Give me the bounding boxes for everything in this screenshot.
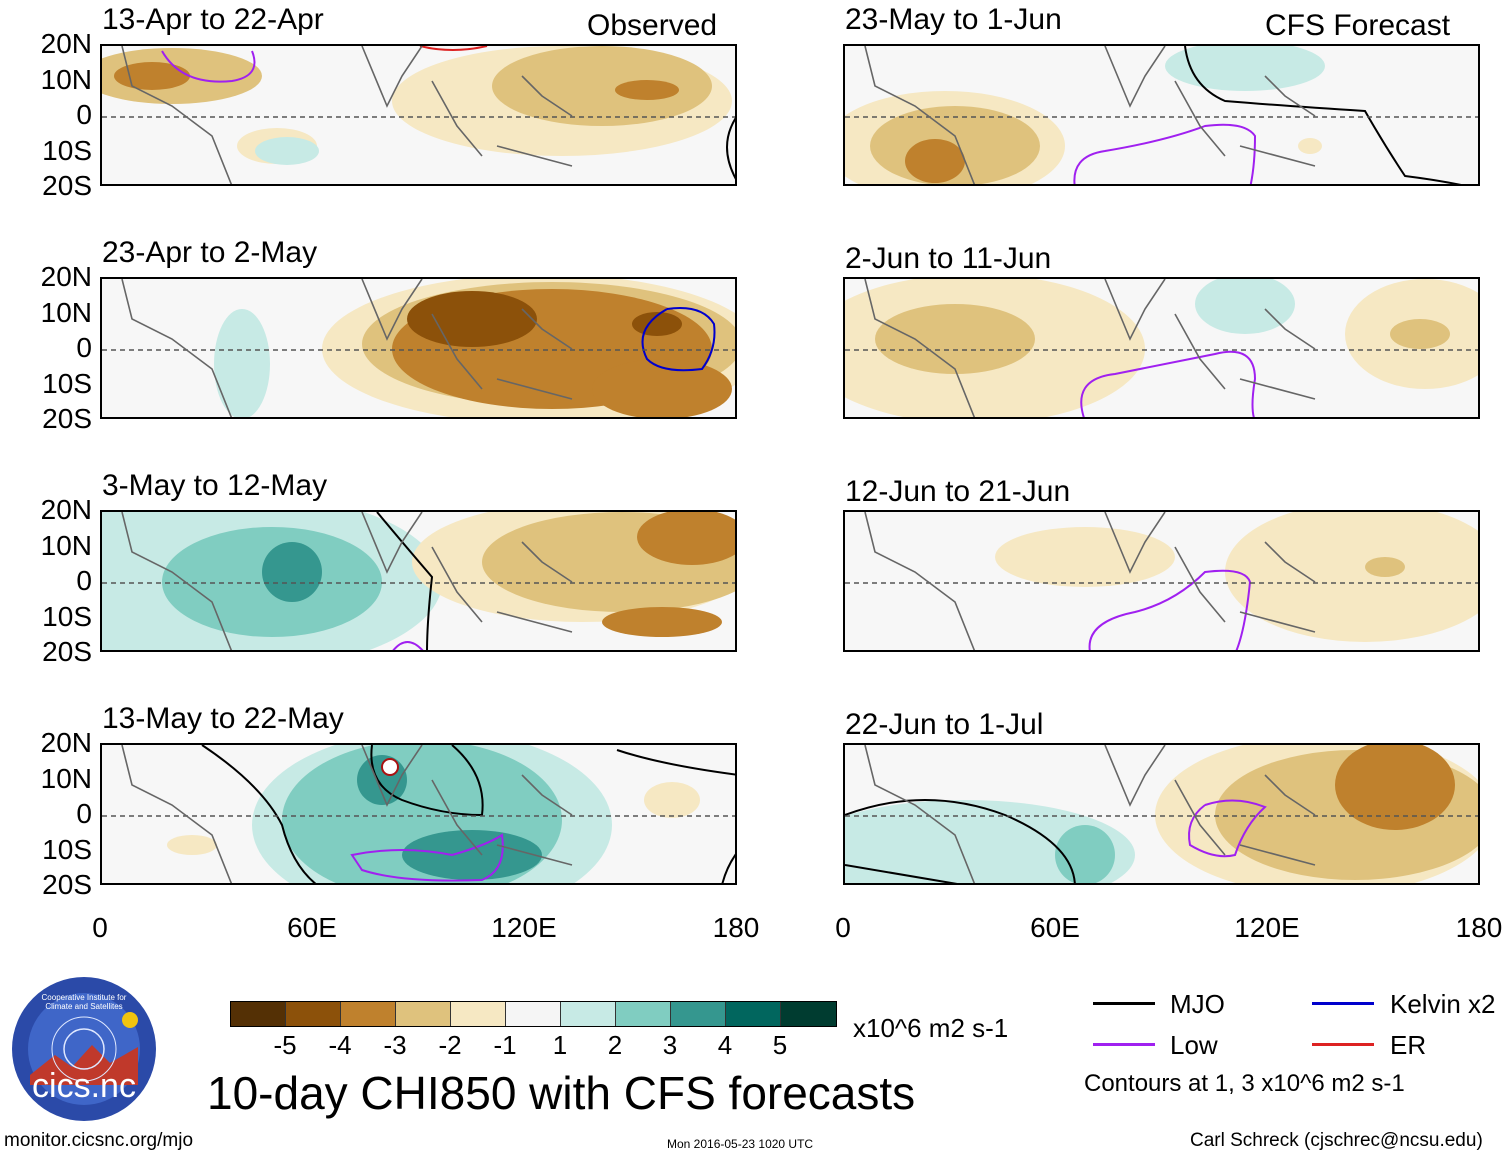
y-tick: 20S bbox=[42, 636, 92, 667]
legend-er-line bbox=[1312, 1043, 1374, 1046]
map-panel-1 bbox=[100, 44, 737, 186]
footer-url[interactable]: monitor.cicsnc.org/mjo bbox=[4, 1130, 194, 1151]
legend-kelvin: Kelvin x2 bbox=[1390, 989, 1496, 1019]
colorbar-swatch bbox=[341, 1002, 396, 1026]
legend-kelvin-line bbox=[1312, 1002, 1374, 1005]
y-tick: 20N bbox=[40, 494, 92, 525]
x-tick: 120E bbox=[491, 912, 557, 943]
colorbar-label: -4 bbox=[328, 1030, 352, 1060]
cics-logo: cics.nc Cooperative Institute for Climat… bbox=[10, 975, 158, 1123]
colorbar-swatch bbox=[231, 1002, 286, 1026]
panel-title: 13-Apr to 22-Apr bbox=[102, 3, 324, 36]
y-tick: 10S bbox=[42, 135, 92, 166]
y-tick: 10N bbox=[40, 530, 92, 561]
panel-title: 13-May to 22-May bbox=[102, 702, 344, 735]
y-tick: 20S bbox=[42, 170, 92, 201]
panel-title: 2-Jun to 11-Jun bbox=[845, 242, 1052, 275]
map-panel-8 bbox=[843, 743, 1480, 885]
x-tick: 60E bbox=[287, 912, 337, 943]
colorbar-swatch bbox=[506, 1002, 561, 1026]
panel-title: 23-Apr to 2-May bbox=[102, 236, 318, 269]
logo-ring-text: Cooperative Institute for Climate and Sa… bbox=[41, 993, 127, 1011]
panel-title: 3-May to 12-May bbox=[102, 469, 328, 502]
forecast-label: CFS Forecast bbox=[1265, 9, 1451, 42]
legend-mjo-line bbox=[1093, 1002, 1155, 1005]
figure-title: 10-day CHI850 with CFS forecasts bbox=[207, 1067, 916, 1119]
colorbar-label: 5 bbox=[772, 1030, 788, 1060]
y-tick: 0 bbox=[76, 565, 92, 596]
x-tick: 60E bbox=[1030, 912, 1080, 943]
panel-title: 23-May to 1-Jun bbox=[845, 3, 1062, 36]
colorbar-swatch bbox=[781, 1002, 836, 1026]
map-panel-6 bbox=[843, 277, 1480, 419]
footer-author: Carl Schreck (cjschrec@ncsu.edu) bbox=[1190, 1130, 1483, 1151]
panel-title: 22-Jun to 1-Jul bbox=[845, 708, 1044, 741]
contour-note: Contours at 1, 3 x10^6 m2 s-1 bbox=[1084, 1070, 1405, 1097]
y-tick: 20N bbox=[40, 727, 92, 758]
map-panel-3 bbox=[100, 510, 737, 652]
legend-er: ER bbox=[1390, 1030, 1427, 1060]
y-tick: 20N bbox=[40, 261, 92, 292]
map-panel-5 bbox=[843, 44, 1480, 186]
x-tick: 0 bbox=[835, 912, 851, 943]
colorbar bbox=[230, 1001, 837, 1027]
logo-text: cics.nc bbox=[32, 1067, 136, 1105]
y-tick: 10N bbox=[40, 763, 92, 794]
y-tick: 10S bbox=[42, 368, 92, 399]
colorbar-swatch bbox=[286, 1002, 341, 1026]
colorbar-label: 3 bbox=[662, 1030, 678, 1060]
y-tick: 10S bbox=[42, 601, 92, 632]
y-tick: 0 bbox=[76, 798, 92, 829]
y-tick: 0 bbox=[76, 99, 92, 130]
colorbar-label: -1 bbox=[493, 1030, 517, 1060]
map-panel-7 bbox=[843, 510, 1480, 652]
colorbar-swatch bbox=[726, 1002, 781, 1026]
colorbar-label: 1 bbox=[552, 1030, 568, 1060]
units-label: x10^6 m2 s-1 bbox=[853, 1013, 1009, 1043]
y-tick: 20S bbox=[42, 869, 92, 900]
colorbar-label: -3 bbox=[383, 1030, 407, 1060]
colorbar-label: -5 bbox=[273, 1030, 297, 1060]
colorbar-swatch bbox=[396, 1002, 451, 1026]
map-panel-2 bbox=[100, 277, 737, 419]
x-tick: 180 bbox=[712, 912, 760, 943]
map-panel-4 bbox=[100, 743, 737, 885]
colorbar-label: 4 bbox=[717, 1030, 733, 1060]
colorbar-label: 2 bbox=[607, 1030, 623, 1060]
footer-timestamp: Mon 2016-05-23 1020 UTC bbox=[667, 1137, 814, 1151]
y-tick: 10S bbox=[42, 834, 92, 865]
y-tick: 10N bbox=[40, 297, 92, 328]
colorbar-swatch bbox=[451, 1002, 506, 1026]
panel-title: 12-Jun to 21-Jun bbox=[845, 475, 1071, 508]
legend-mjo: MJO bbox=[1170, 989, 1225, 1019]
colorbar-swatch bbox=[616, 1002, 671, 1026]
legend-low-line bbox=[1093, 1043, 1155, 1046]
colorbar-swatch bbox=[561, 1002, 616, 1026]
colorbar-swatch bbox=[671, 1002, 726, 1026]
legend-low: Low bbox=[1170, 1030, 1218, 1060]
x-tick: 0 bbox=[92, 912, 108, 943]
y-tick: 10N bbox=[40, 64, 92, 95]
y-tick: 0 bbox=[76, 332, 92, 363]
brown-anomaly bbox=[114, 62, 190, 90]
y-tick: 20S bbox=[42, 403, 92, 434]
y-tick: 20N bbox=[40, 28, 92, 59]
x-tick: 120E bbox=[1234, 912, 1300, 943]
observed-label: Observed bbox=[587, 9, 718, 42]
x-tick: 180 bbox=[1455, 912, 1503, 943]
colorbar-label: -2 bbox=[438, 1030, 462, 1060]
